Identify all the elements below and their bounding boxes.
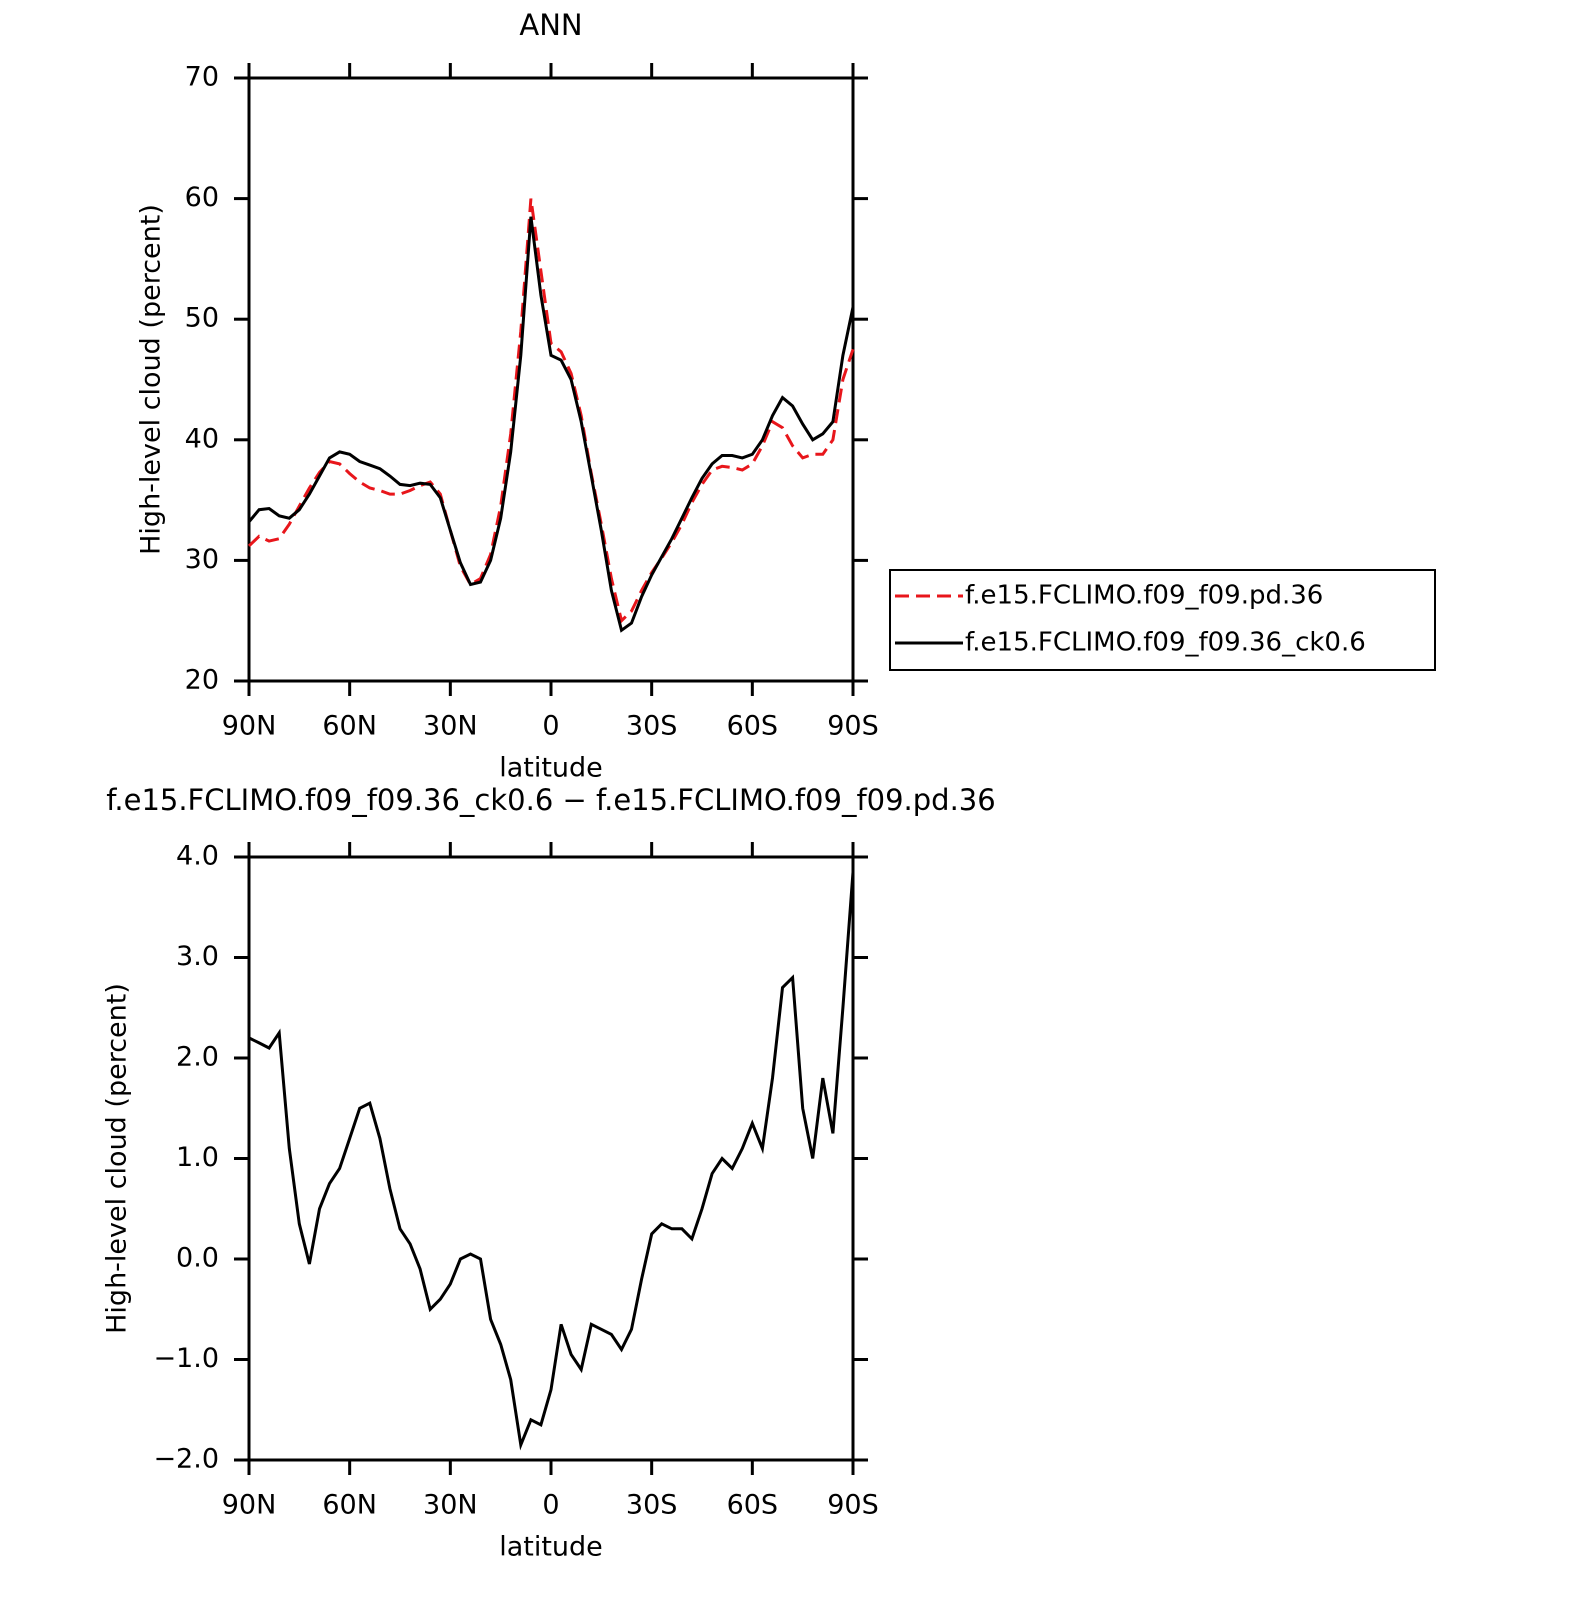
y-axis-label: High-level cloud (percent) bbox=[102, 983, 133, 1334]
x-tick-label: 30S bbox=[626, 711, 678, 742]
y-tick-label: 50 bbox=[185, 303, 219, 334]
x-tick-label: 90S bbox=[827, 1490, 879, 1521]
x-tick-label: 60S bbox=[727, 1490, 779, 1521]
chart-title: ANN bbox=[519, 8, 582, 42]
x-tick-label: 90N bbox=[222, 1490, 277, 1521]
data-line bbox=[247, 198, 855, 624]
y-tick-label: 60 bbox=[185, 182, 219, 213]
y-tick-label: 2.0 bbox=[176, 1042, 219, 1073]
x-axis-label: latitude bbox=[499, 1532, 603, 1563]
y-tick-label: 1.0 bbox=[176, 1142, 219, 1173]
data-line bbox=[247, 216, 855, 633]
y-tick-label: 20 bbox=[185, 665, 219, 696]
y-tick-label: 0.0 bbox=[176, 1243, 219, 1274]
x-axis-label: latitude bbox=[499, 753, 603, 784]
legend-label: f.e15.FCLIMO.f09_f09.pd.36 bbox=[965, 581, 1323, 611]
y-tick-label: 3.0 bbox=[176, 941, 219, 972]
y-tick-label: −1.0 bbox=[153, 1343, 219, 1374]
legend-label: f.e15.FCLIMO.f09_f09.36_ck0.6 bbox=[965, 628, 1366, 658]
chart-title: f.e15.FCLIMO.f09_f09.36_ck0.6 − f.e15.FC… bbox=[106, 783, 995, 817]
x-tick-label: 90S bbox=[827, 711, 879, 742]
x-tick-label: 30N bbox=[423, 711, 478, 742]
x-tick-label: 30S bbox=[626, 1490, 678, 1521]
x-tick-label: 60N bbox=[322, 1490, 377, 1521]
plot-frame bbox=[247, 855, 855, 1462]
x-tick-label: 0 bbox=[542, 1490, 559, 1521]
y-tick-label: 30 bbox=[185, 544, 219, 575]
plot-frame bbox=[247, 76, 855, 683]
y-tick-label: −2.0 bbox=[153, 1444, 219, 1475]
x-tick-label: 30N bbox=[423, 1490, 478, 1521]
x-tick-label: 60S bbox=[727, 711, 779, 742]
y-axis-label: High-level cloud (percent) bbox=[136, 204, 167, 555]
legend-box bbox=[889, 569, 1436, 671]
x-tick-label: 90N bbox=[222, 711, 277, 742]
y-tick-label: 4.0 bbox=[176, 841, 219, 872]
data-line bbox=[248, 871, 855, 1451]
y-tick-label: 70 bbox=[185, 62, 219, 93]
x-tick-label: 0 bbox=[542, 711, 559, 742]
x-tick-label: 60N bbox=[322, 711, 377, 742]
y-tick-label: 40 bbox=[185, 423, 219, 454]
